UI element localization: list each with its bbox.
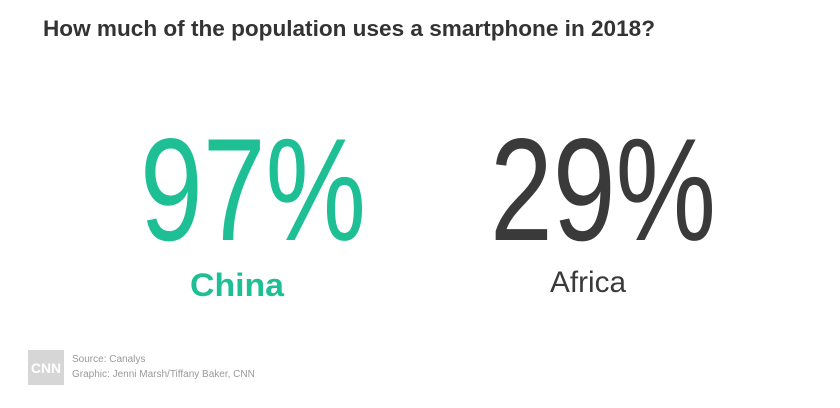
title: How much of the population uses a smartp… [43,16,655,41]
source: Source: Canalys [72,354,145,365]
stat-label: Africa [550,266,626,299]
logo-box [28,350,64,385]
stat-value: 29% [490,108,716,271]
stat-label: China [190,267,284,303]
credit: Graphic: Jenni Marsh/Tiffany Baker, CNN [72,369,255,380]
logo: CNN [31,360,61,376]
stat-value: 97% [140,108,366,271]
